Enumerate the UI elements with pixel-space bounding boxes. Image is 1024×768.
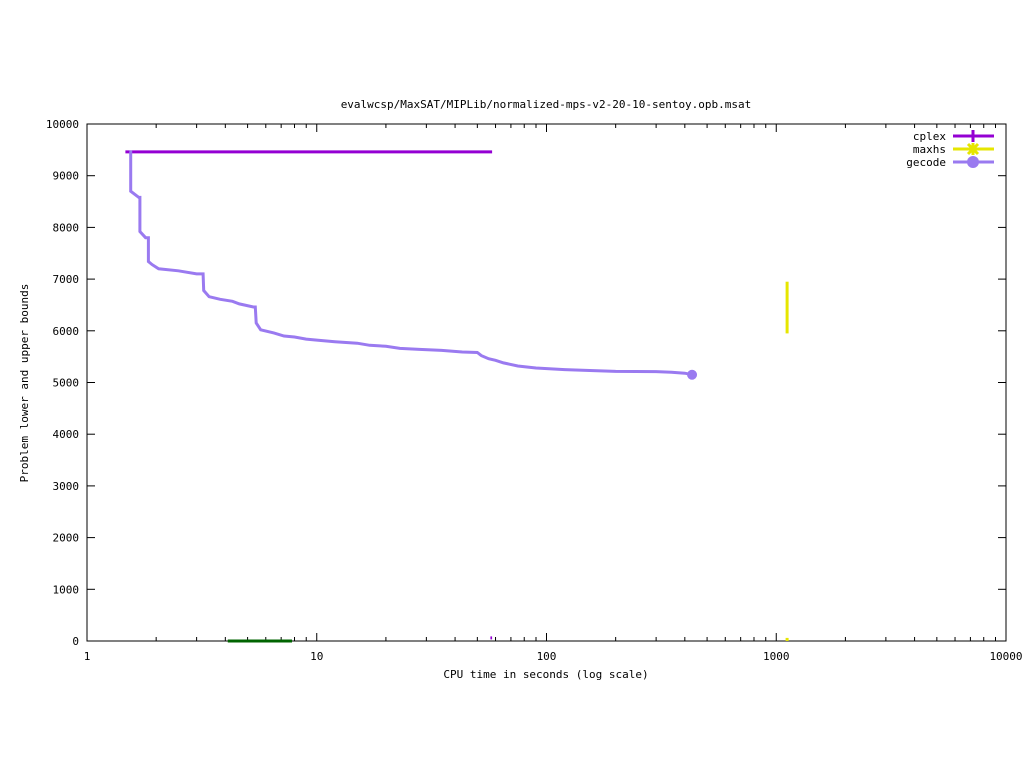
y-tick-label: 3000 <box>53 480 80 493</box>
y-tick-label: 2000 <box>53 532 80 545</box>
legend-marker-cplex <box>967 130 979 142</box>
x-axis: 1 10 100 1000 10000 <box>84 124 1023 663</box>
y-tick-label: 7000 <box>53 273 80 286</box>
x-tick-label: 10000 <box>989 650 1022 663</box>
y-tick-label: 9000 <box>53 170 80 183</box>
series-layer <box>125 150 789 643</box>
gecode-end-marker <box>687 369 698 380</box>
x-tick-label: 1000 <box>763 650 790 663</box>
legend-marker-gecode <box>967 156 979 168</box>
y-tick-label: 4000 <box>53 428 80 441</box>
x-tick-label: 10 <box>310 650 323 663</box>
legend-label-cplex: cplex <box>913 130 946 143</box>
legend-label-gecode: gecode <box>906 156 946 169</box>
y-axis: 0 1000 2000 3000 4000 5000 6000 7000 8000 9000 100… <box>46 118 1006 648</box>
y-tick-label: 1000 <box>53 583 80 596</box>
y-axis-label: Problem lower and upper bounds <box>18 284 31 483</box>
x-axis-label: CPU time in seconds (log scale) <box>443 668 648 681</box>
y-tick-label: 5000 <box>53 377 80 390</box>
y-tick-label: 0 <box>72 635 79 648</box>
x-tick-label: 100 <box>537 650 557 663</box>
legend-label-maxhs: maxhs <box>913 143 946 156</box>
y-tick-label: 6000 <box>53 325 80 338</box>
x-tick-label: 1 <box>84 650 91 663</box>
chart-title: evalwcsp/MaxSAT/MIPLib/normalized-mps-v2… <box>341 98 752 111</box>
gecode-line <box>129 150 693 377</box>
plot-frame <box>86 123 1007 642</box>
legend-marker-maxhs <box>966 142 980 156</box>
y-tick-label: 8000 <box>53 221 80 234</box>
y-tick-label: 10000 <box>46 118 79 131</box>
